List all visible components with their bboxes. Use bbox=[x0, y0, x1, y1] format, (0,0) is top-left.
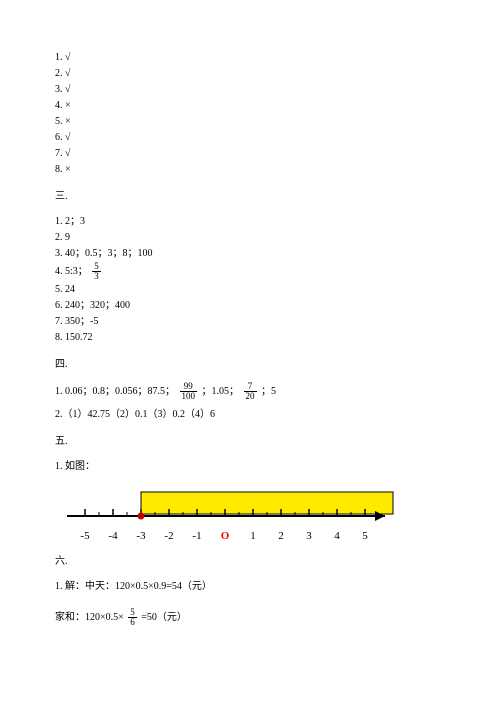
s2-item: 1. √ bbox=[55, 50, 445, 65]
fraction-5-over-3: 5 3 bbox=[92, 262, 101, 281]
s2-item: 4. × bbox=[55, 98, 445, 113]
frac-den: 100 bbox=[180, 392, 198, 401]
s3-l4-prefix: 4. 5:3； bbox=[55, 266, 88, 277]
s3-line: 2. 9 bbox=[55, 230, 445, 245]
s2-item: 6. √ bbox=[55, 130, 445, 145]
s3-line: 8. 150.72 bbox=[55, 330, 445, 345]
s2-item: 3. √ bbox=[55, 82, 445, 97]
s2-item: 7. √ bbox=[55, 146, 445, 161]
number-line-figure: -5 -4 -3 -2 -1 O 1 2 3 4 5 bbox=[55, 486, 445, 542]
s6-l2-a: 家和：120×0.5× bbox=[55, 612, 124, 623]
number-line-tick-label: -2 bbox=[164, 528, 173, 545]
section-3-body: 1. 2；3 2. 9 3. 40；0.5；3；8；100 4. 5:3； 5 … bbox=[55, 214, 445, 345]
s4-l1-a: 1. 0.06；0.8；0.056；87.5； bbox=[55, 386, 175, 397]
number-line-svg bbox=[55, 486, 435, 526]
s3-line: 5. 24 bbox=[55, 282, 445, 297]
s2-item: 8. × bbox=[55, 162, 445, 177]
number-line-tick-label: 5 bbox=[362, 528, 368, 545]
fraction-7-over-20: 7 20 bbox=[244, 382, 257, 401]
frac-den: 3 bbox=[92, 272, 101, 281]
s2-item: 5. × bbox=[55, 114, 445, 129]
section-4-body: 1. 0.06；0.8；0.056；87.5； 99 100 ；1.05； 7 … bbox=[55, 382, 445, 422]
frac-den: 6 bbox=[128, 618, 137, 627]
s3-line: 1. 2；3 bbox=[55, 214, 445, 229]
number-line-tick-label: 3 bbox=[306, 528, 312, 545]
number-line-tick-label: -1 bbox=[192, 528, 201, 545]
s3-line: 7. 350；-5 bbox=[55, 314, 445, 329]
number-line-tick-label: 4 bbox=[334, 528, 340, 545]
section-4-title: 四. bbox=[55, 357, 445, 372]
s4-line-1: 1. 0.06；0.8；0.056；87.5； 99 100 ；1.05； 7 … bbox=[55, 382, 445, 401]
fraction-5-over-6: 5 6 bbox=[128, 608, 137, 627]
section-5-title: 五. bbox=[55, 434, 445, 449]
s6-line-1: 1. 解：中天：120×0.5×0.9=54（元） bbox=[55, 579, 445, 594]
s2-item: 2. √ bbox=[55, 66, 445, 81]
number-line-labels: -5 -4 -3 -2 -1 O 1 2 3 4 5 bbox=[55, 528, 435, 542]
number-line-tick-label: O bbox=[221, 528, 230, 545]
s3-line-4: 4. 5:3； 5 3 bbox=[55, 262, 445, 281]
s4-l1-c: ；5 bbox=[261, 386, 276, 397]
number-line-tick-label: -3 bbox=[136, 528, 145, 545]
s3-line: 3. 40；0.5；3；8；100 bbox=[55, 246, 445, 261]
fraction-99-over-100: 99 100 bbox=[180, 382, 198, 401]
s6-l2-b: =50（元） bbox=[141, 612, 187, 623]
section-6-title: 六. bbox=[55, 554, 445, 569]
s4-line-2: 2.（1）42.75（2）0.1（3）0.2（4）6 bbox=[55, 407, 445, 422]
s3-line: 6. 240；320；400 bbox=[55, 298, 445, 313]
number-line-tick-label: 2 bbox=[278, 528, 284, 545]
number-line-tick-label: -4 bbox=[108, 528, 117, 545]
number-line-tick-label: -5 bbox=[80, 528, 89, 545]
frac-den: 20 bbox=[244, 392, 257, 401]
s4-l1-b: ；1.05； bbox=[202, 386, 240, 397]
s5-line-1: 1. 如图： bbox=[55, 459, 445, 474]
section-3-title: 三. bbox=[55, 189, 445, 204]
number-line-tick-label: 1 bbox=[250, 528, 256, 545]
s6-line-2: 家和：120×0.5× 5 6 =50（元） bbox=[55, 608, 445, 627]
section-2-answers: 1. √ 2. √ 3. √ 4. × 5. × 6. √ 7. √ 8. × bbox=[55, 50, 445, 177]
